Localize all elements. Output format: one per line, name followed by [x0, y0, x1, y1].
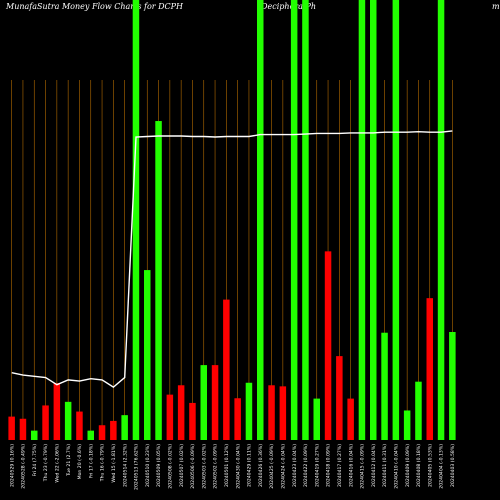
x-tick-label: 20240411 (0.31%): [382, 444, 388, 487]
money-flow-bar: [336, 356, 343, 440]
x-tick-label: 20240405 (0.53%): [427, 444, 433, 487]
money-flow-bar: [426, 298, 433, 440]
x-tick-label: Mon 20 (-0.6%): [77, 444, 83, 480]
x-tick-label: 20240403 (0.58%): [450, 444, 456, 487]
x-tick-label: Thu 23 (-0.79%): [43, 444, 49, 482]
money-flow-bar: [290, 0, 298, 440]
x-tick-label: 20240528 (-0.49%): [21, 444, 27, 489]
x-tick-label: 20240514 (2.32%): [122, 444, 128, 487]
x-tick-label: 20240513 (76.62%): [134, 444, 140, 490]
x-tick-label: 20240415 (-0.09%): [360, 444, 366, 489]
money-flow-bar: [121, 415, 128, 440]
money-flow-bar: [42, 405, 49, 440]
x-tick-label: 20240410 (-0.04%): [393, 444, 399, 489]
money-flow-bars: [8, 0, 456, 440]
x-tick-label: 20240429 (0.11%): [247, 444, 253, 487]
money-flow-bar: [98, 425, 106, 440]
header-edge-text: mu: [492, 2, 500, 11]
money-flow-bar: [155, 121, 162, 440]
money-flow-bar: [449, 332, 456, 440]
money-flow-bar: [76, 411, 83, 440]
money-flow-bar: [268, 385, 275, 440]
money-flow-bar: [245, 382, 253, 440]
x-tick-label: 20240507 (0.02%): [179, 444, 185, 487]
money-flow-bar: [166, 394, 174, 440]
money-flow-bar: [8, 416, 15, 440]
money-flow-bar: [257, 0, 264, 440]
money-flow-bar: [144, 270, 151, 440]
x-tick-label: Wed 15 (-1.81%): [111, 444, 117, 483]
price-line: [11, 130, 453, 388]
money-flow-bar: [200, 365, 207, 440]
x-axis-labels: 20240529 (0.16%) 20240528 (-0.49%) Fri 24 …: [9, 444, 456, 490]
x-tick-label: Wed 22 (-2.06%): [54, 444, 60, 483]
x-tick-label: Tue 21 (2.7%): [66, 444, 72, 477]
x-tick-label: 20240408 (0.18%): [416, 444, 422, 487]
x-tick-label: 20240419 (0.27%): [314, 444, 320, 487]
x-tick-label: 20240502 (-0.09%): [213, 444, 219, 489]
money-flow-bar: [234, 398, 241, 440]
money-flow-bar: [177, 385, 185, 440]
x-tick-label: 20240430 (-0.04%): [235, 444, 241, 489]
x-tick-label: 20240418 (0.09%): [326, 444, 332, 487]
x-tick-label: 20240416 (0.04%): [348, 444, 354, 487]
x-tick-label: Thu 16 (-0.79%): [100, 444, 106, 482]
x-tick-label: 20240426 (0.36%): [258, 444, 264, 487]
money-flow-bar: [437, 0, 445, 440]
x-tick-label: Fri 17 (-0.18%): [88, 444, 94, 478]
money-flow-bar: [403, 410, 411, 440]
x-tick-label: 20240412 (0.04%): [371, 444, 377, 487]
x-tick-label: 20240423 (0.04%): [292, 444, 298, 487]
x-tick-label: 20240529 (0.16%): [9, 444, 15, 487]
money-flow-bar: [87, 430, 94, 440]
money-flow-bar: [324, 251, 332, 440]
x-tick-label: 20240509 (0.05%): [156, 444, 162, 487]
money-flow-bar: [302, 0, 309, 440]
chart-title: MunafaSutra Money Flow Charts for DCPH: [6, 2, 184, 11]
x-tick-label: 20240425 (-0.09%): [269, 444, 275, 489]
money-flow-bar: [415, 381, 422, 440]
x-tick-label: 20240501 (0.12%): [224, 444, 230, 487]
money-flow-bar: [19, 418, 27, 440]
x-tick-label: Fri 24 (7.75%): [32, 444, 38, 477]
money-flow-bar: [211, 365, 219, 440]
money-flow-bar: [279, 386, 287, 440]
x-tick-label: 20240404 (-0.13%): [439, 444, 445, 489]
money-flow-bar: [132, 0, 140, 440]
x-tick-label: 20240510 (0.23%): [145, 444, 151, 487]
money-flow-bar: [347, 398, 354, 440]
money-flow-bar: [358, 0, 366, 440]
x-tick-label: 20240508 (-0.02%): [167, 444, 173, 489]
x-tick-label: 20240409 (0.09%): [405, 444, 411, 487]
x-tick-label: 20240503 (-0.02%): [201, 444, 207, 489]
x-tick-label: 20240417 (0.27%): [337, 444, 343, 487]
money-flow-bar: [381, 332, 388, 440]
x-tick-label: 20240422 (0.09%): [303, 444, 309, 487]
money-flow-bar: [31, 430, 38, 440]
money-flow-bar: [110, 420, 117, 440]
x-tick-label: 20240424 (-0.04%): [280, 444, 286, 489]
money-flow-bar: [189, 402, 196, 440]
money-flow-bar: [53, 383, 61, 440]
money-flow-bar: [392, 0, 400, 440]
x-tick-label: 20240506 (-0.09%): [190, 444, 196, 489]
money-flow-bar: [313, 398, 320, 440]
money-flow-bar: [370, 0, 377, 440]
ticker-name: (Deciphera Ph: [258, 2, 316, 11]
money-flow-bar: [64, 401, 72, 440]
money-flow-bar: [223, 299, 230, 440]
